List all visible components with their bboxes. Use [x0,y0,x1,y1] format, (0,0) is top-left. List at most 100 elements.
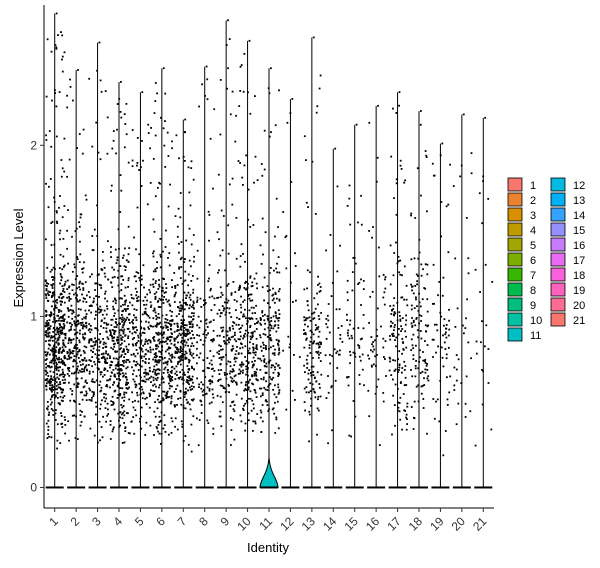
data-point [121,442,124,444]
data-point [308,344,311,347]
data-point [75,324,78,327]
data-point [162,372,165,374]
data-point [228,38,231,40]
data-point [74,347,77,349]
data-point [211,340,214,343]
data-point [57,319,60,322]
data-point [123,265,126,268]
data-point [220,348,222,351]
data-point [67,339,70,342]
data-point [186,303,189,306]
data-point [190,243,193,246]
data-point [277,353,280,356]
data-point [261,217,264,220]
data-point [179,390,182,393]
data-point [254,373,257,376]
data-point [61,167,64,170]
data-point [158,369,161,372]
data-point [248,297,251,300]
data-point [250,331,253,334]
data-point [241,324,244,327]
data-point [437,294,439,297]
data-point [113,333,116,335]
data-point [150,375,153,378]
data-point [92,347,95,350]
data-point [289,281,292,284]
data-point [52,352,55,355]
data-point [226,339,229,342]
data-point [152,278,155,281]
data-point [119,343,122,346]
data-point [79,329,81,332]
data-point [148,370,151,373]
data-point [59,373,62,376]
data-point [187,166,190,169]
data-point [133,380,136,383]
data-point [83,316,86,319]
data-point [304,333,307,336]
data-point [317,326,320,328]
data-point [185,332,187,335]
data-point [153,230,156,233]
data-point [103,393,105,395]
data-point [81,282,83,285]
data-point [109,364,112,366]
data-point [391,433,393,436]
data-point [136,206,139,209]
data-point [249,276,252,279]
data-point [325,397,328,399]
data-point [103,272,106,275]
data-point [284,236,287,239]
data-point [185,297,187,299]
data-point [212,187,214,190]
data-point [46,378,49,380]
data-point [289,343,291,346]
data-point [130,420,133,423]
data-point [153,434,155,436]
data-point [162,332,165,335]
data-point [426,369,429,371]
data-point [76,368,79,371]
data-point [196,362,198,365]
data-point [121,336,124,338]
data-point [47,380,49,383]
data-point [91,396,93,399]
data-point [141,91,144,94]
data-point [406,423,408,425]
data-point [49,398,52,401]
data-point [105,330,108,333]
data-point [247,283,249,285]
data-point [183,308,186,311]
data-point [116,385,119,387]
data-point [45,354,48,357]
data-point [161,277,164,280]
data-point [259,317,262,319]
data-point [253,277,256,280]
data-point [189,298,192,301]
data-point [54,299,57,302]
data-point [412,358,415,360]
data-point [61,34,64,37]
data-point [82,324,85,326]
data-point [152,379,155,382]
data-point [405,413,408,416]
data-point [174,215,177,217]
data-point [182,440,185,442]
data-point [262,378,265,381]
data-point [251,366,254,369]
data-point [251,360,254,363]
data-point [128,398,131,401]
data-point [53,396,56,399]
data-point [268,135,271,138]
data-point [255,317,258,320]
data-point [162,289,164,292]
data-point [231,345,234,347]
data-point [111,339,114,342]
data-point [211,381,214,384]
data-point [157,333,160,336]
data-point [155,324,158,326]
data-point [318,341,321,344]
data-point [270,339,273,342]
data-point [116,259,119,262]
data-point [137,334,140,337]
